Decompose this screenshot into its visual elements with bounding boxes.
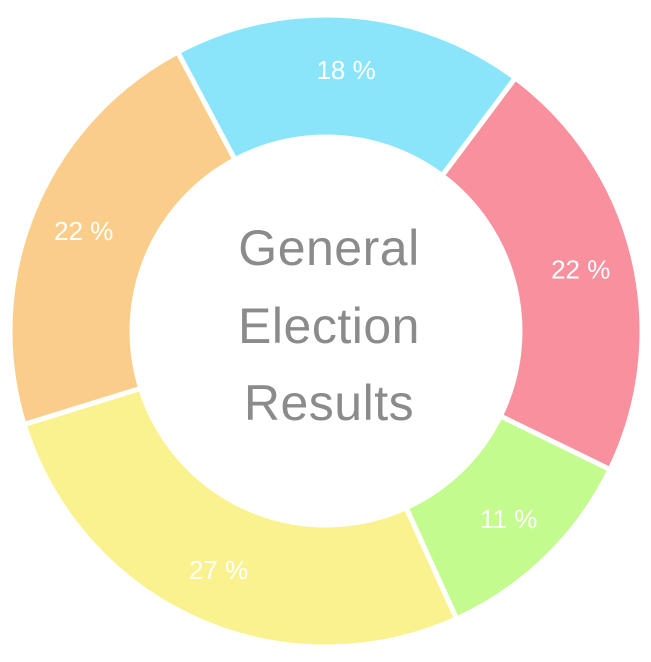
pie-slice-5[interactable] — [7, 48, 239, 428]
pie-slice-2[interactable] — [438, 74, 645, 473]
slice-label-1: 18 % — [316, 55, 375, 85]
pie-slice-4[interactable] — [21, 385, 460, 650]
slice-label-3: 11 % — [480, 504, 537, 534]
slice-label-2: 22 % — [551, 254, 610, 284]
chart-title-line-1: General — [238, 220, 419, 276]
chart-title-line-3: Results — [244, 375, 414, 431]
slice-label-5: 22 % — [54, 216, 113, 246]
slices-group: 18 % 22 % 11 % 27 % 22 % — [7, 12, 645, 650]
chart-title: General Election Results — [238, 220, 420, 431]
pie-slice-1[interactable] — [174, 12, 519, 180]
chart-title-line-2: Election — [238, 298, 420, 354]
slice-label-4: 27 % — [189, 555, 248, 585]
